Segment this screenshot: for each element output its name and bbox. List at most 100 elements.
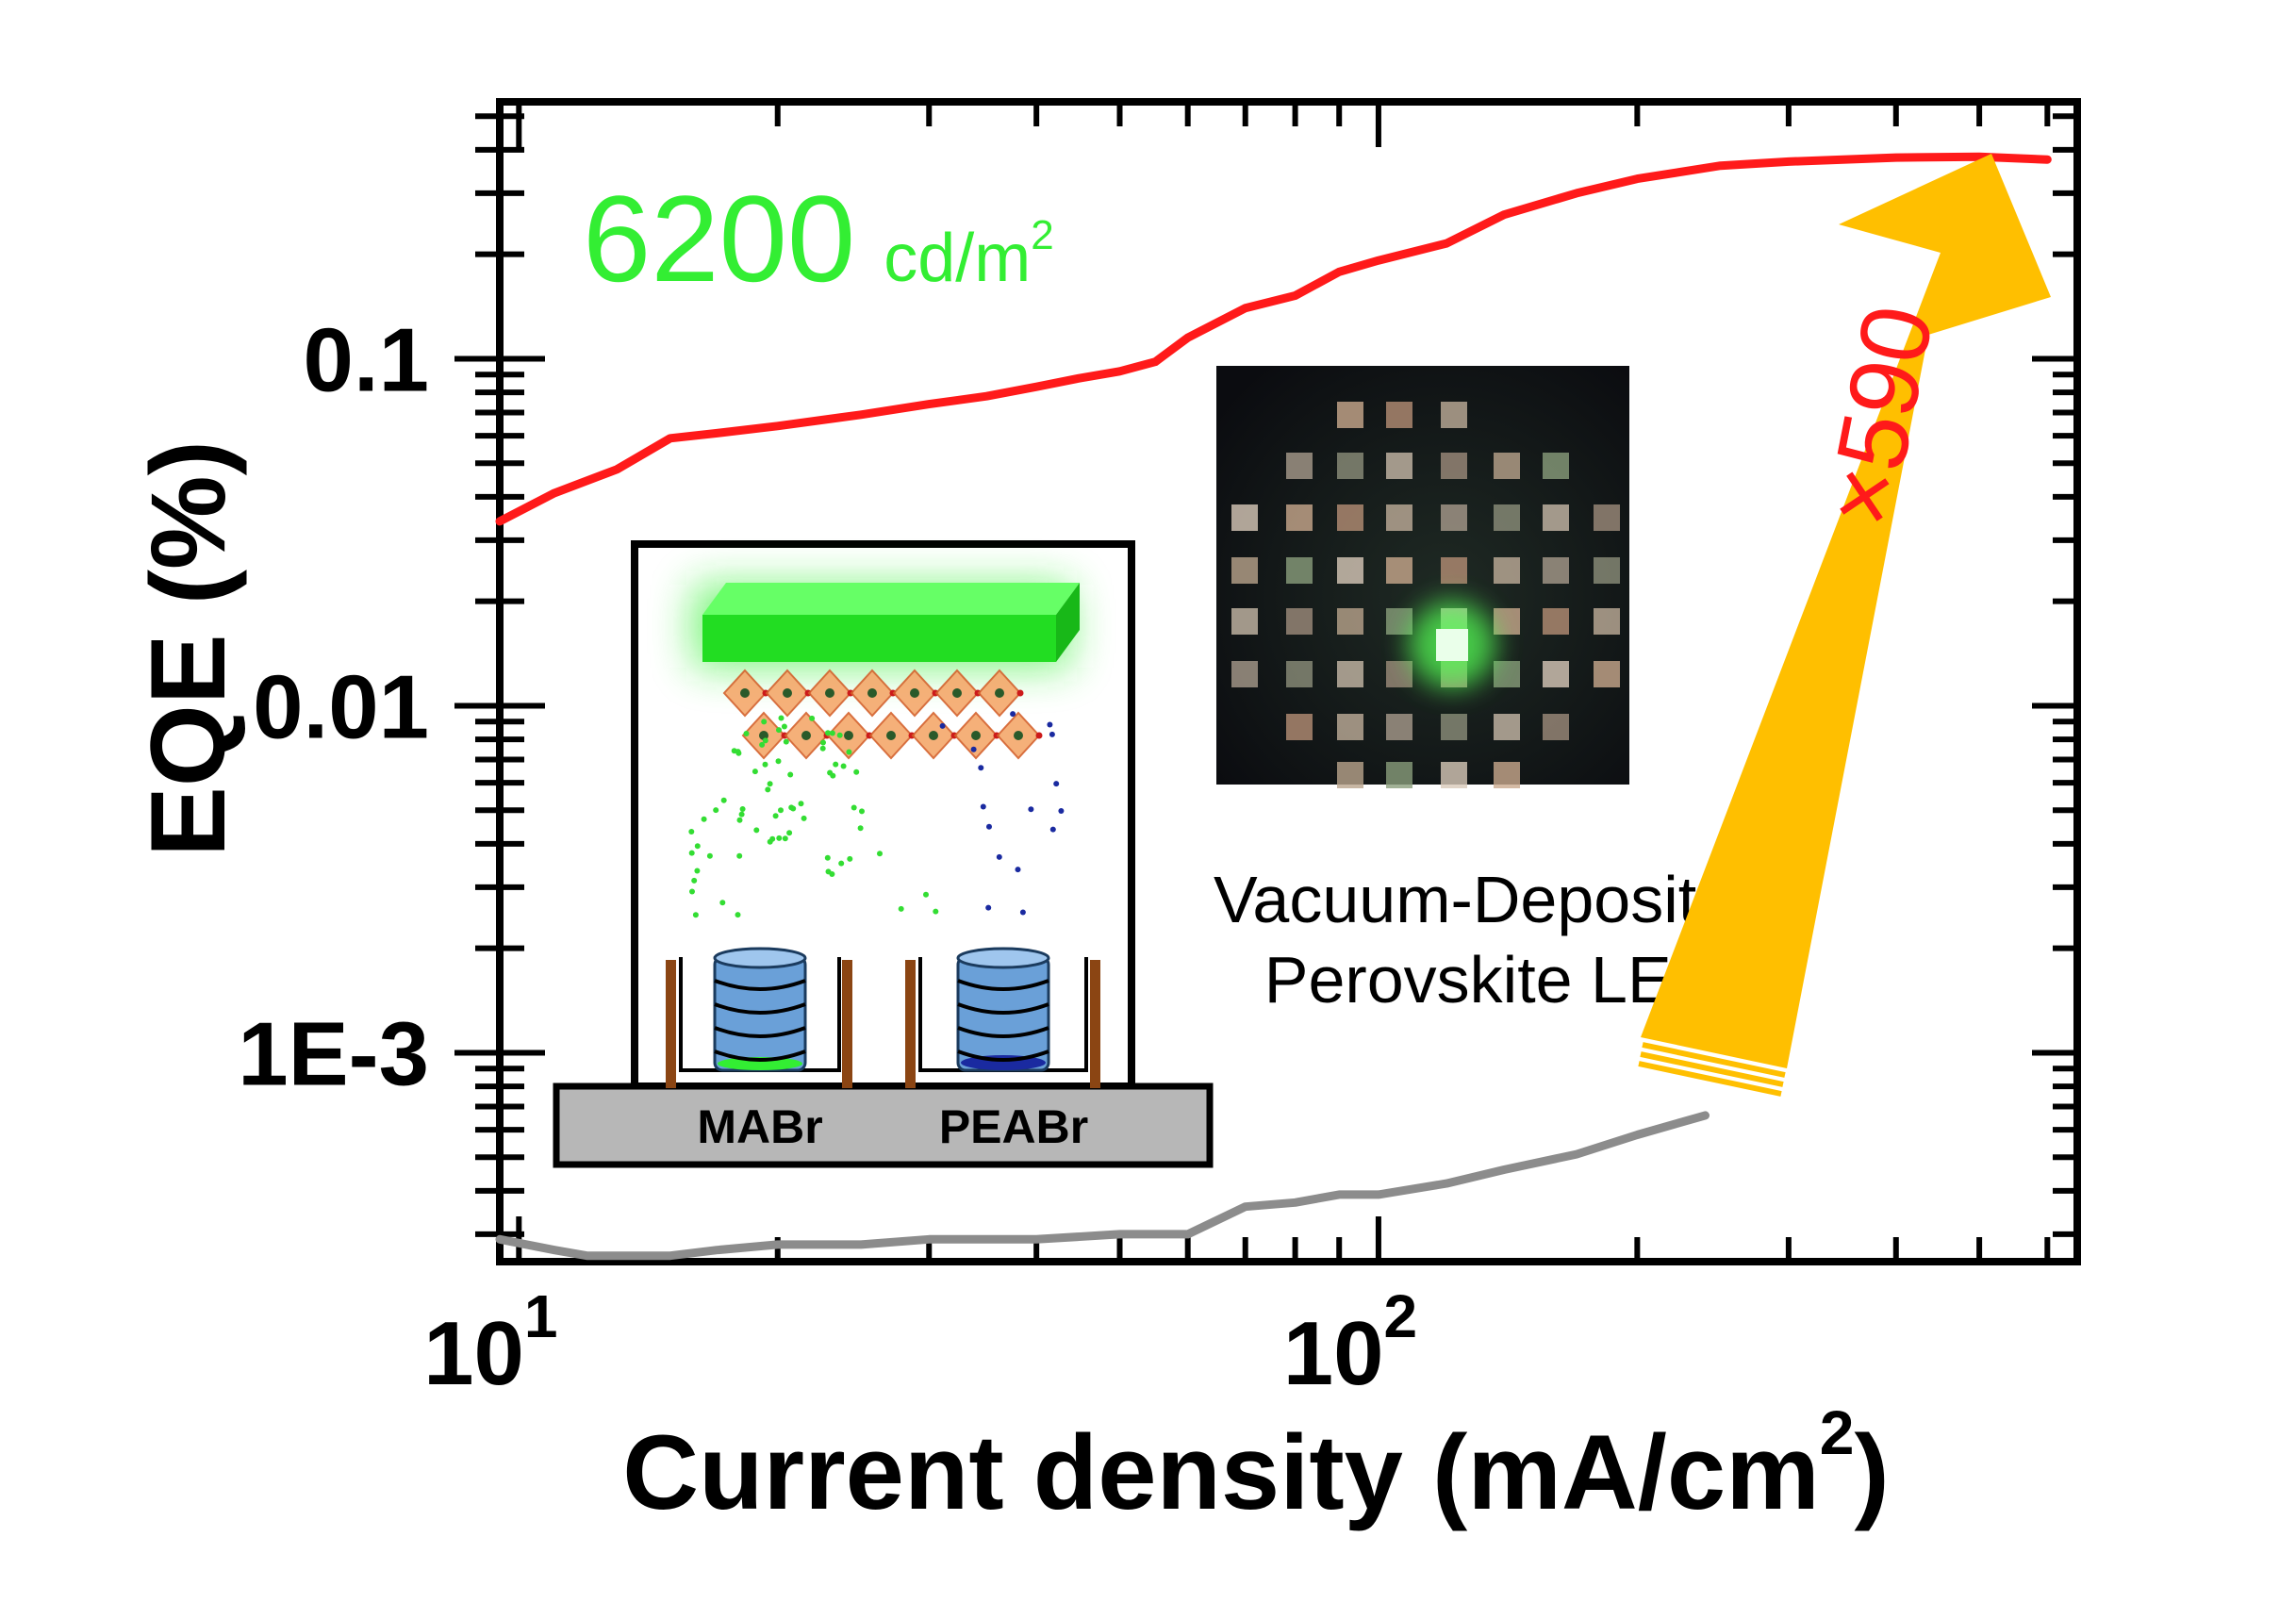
vapor-particle	[706, 852, 713, 859]
vapor-particle	[788, 804, 795, 811]
device-pixel	[1286, 714, 1313, 740]
vapor-particle	[827, 769, 834, 776]
x-tick-label: 101	[423, 1282, 557, 1404]
series-0-point	[1187, 337, 1189, 339]
series-0-point	[553, 492, 555, 494]
device-pixel	[1594, 661, 1620, 687]
vapor-particle	[825, 868, 832, 875]
series-1-point	[716, 1249, 718, 1251]
vapor-particle	[761, 719, 768, 725]
vapor-particle	[1028, 806, 1034, 813]
vapor-particle	[933, 908, 939, 915]
vapor-particle	[840, 763, 847, 769]
device-pixel	[1386, 453, 1412, 479]
device-pixel	[1494, 504, 1520, 531]
device-pixel	[1543, 608, 1569, 635]
device-pixel	[1594, 608, 1620, 635]
vapor-particle	[833, 761, 839, 768]
vapor-particle	[819, 745, 826, 752]
vapor-particle	[782, 835, 788, 842]
crucible-right	[905, 947, 1100, 1088]
y-axis-ticks	[454, 113, 2077, 1237]
device-pixel	[1543, 504, 1569, 531]
device-title-line2: Perovskite LED	[1264, 943, 1719, 1016]
vapor-particle	[939, 722, 946, 729]
vapor-particle	[762, 737, 768, 744]
series-0-point	[1295, 295, 1297, 297]
plot-frame	[496, 98, 2081, 1265]
device-pixel	[1286, 557, 1313, 584]
vapor-particle	[736, 817, 743, 823]
vapor-particle	[801, 815, 807, 821]
vapor-particle	[985, 904, 992, 911]
vapor-particle	[836, 732, 843, 738]
vapor-particle	[753, 827, 760, 834]
vapor-particle	[847, 855, 853, 862]
series-0-point	[1338, 271, 1340, 273]
series-1-point	[1338, 1194, 1340, 1196]
vapor-particle	[775, 758, 782, 765]
series-1-point	[1035, 1238, 1037, 1240]
lattice-atom	[867, 688, 877, 698]
lattice-atom	[740, 688, 750, 698]
vapor-particle	[767, 781, 773, 787]
vapor-particle	[783, 738, 789, 745]
vapor-particle	[825, 730, 831, 736]
enhancement-label: ×590	[1805, 297, 1955, 535]
vapor-particle	[829, 730, 835, 736]
series-0-point	[860, 414, 862, 416]
device-pixel	[1231, 608, 1258, 635]
device-pixel	[1386, 762, 1412, 788]
series-1-point	[616, 1255, 618, 1257]
y-tick-label: 0.01	[253, 656, 429, 757]
device-pixel	[1543, 557, 1569, 584]
vapor-particle	[1058, 808, 1065, 814]
vapor-particle	[736, 852, 743, 859]
vapor-particle	[689, 888, 695, 895]
device-pixel	[1337, 453, 1363, 479]
device-pixel	[1386, 557, 1412, 584]
y-tick-label: 0.1	[304, 309, 429, 410]
vapor-particle	[798, 801, 804, 807]
series-1-point	[860, 1244, 862, 1246]
y-axis-tick-labels: 0.1 0.01 1E-3	[238, 309, 429, 1104]
vapor-particle	[846, 749, 852, 755]
series-1-point	[985, 1238, 987, 1240]
device-pixel	[1286, 608, 1313, 635]
device-pixel	[1494, 608, 1520, 635]
series-1-point	[499, 1238, 501, 1240]
y-tick-label: 1E-3	[238, 1003, 429, 1104]
vapor-particle	[1049, 826, 1056, 833]
vapor-particle	[752, 768, 758, 775]
series-line-1	[495, 1111, 1710, 1261]
lattice-halide	[1016, 689, 1024, 697]
vapor-particle	[776, 727, 782, 734]
device-pixel	[1231, 557, 1258, 584]
x-axis-title-main: Current density (mA/cm	[622, 1413, 1820, 1531]
vapor-particle	[688, 829, 695, 835]
luminance-unit: cd/m	[884, 221, 1031, 296]
source-label-left: MABr	[697, 1100, 822, 1153]
substrate-top	[702, 583, 1080, 615]
series-1-point	[1119, 1233, 1121, 1235]
perovskite-lattice	[722, 669, 1043, 760]
series-layer	[495, 152, 2052, 1261]
pixel-grid	[1231, 402, 1620, 788]
device-pixel	[1337, 504, 1363, 531]
lattice-atom	[783, 688, 792, 698]
vapor-particle	[772, 813, 779, 819]
vapor-particle	[701, 816, 707, 822]
series-1-point	[586, 1255, 587, 1257]
series-1-point	[669, 1255, 671, 1257]
device-pixel	[1594, 557, 1620, 584]
substrate-side	[1056, 583, 1080, 662]
vapor-particle	[759, 741, 766, 748]
vapor-particle	[809, 715, 816, 721]
series-1-point	[1378, 1194, 1379, 1196]
lattice-atom	[844, 731, 853, 740]
vapor-particle	[778, 715, 785, 721]
device-pixel	[1594, 504, 1620, 531]
x-axis-title: Current density (mA/cm2)	[622, 1397, 1890, 1531]
vapor-particle	[923, 891, 929, 898]
